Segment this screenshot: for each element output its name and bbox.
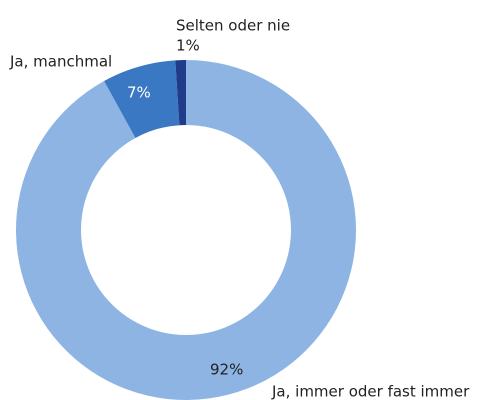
category-label: Ja, manchmal (9, 53, 112, 71)
category-label: Ja, immer oder fast immer (271, 383, 470, 400)
value-label: 92% (210, 361, 243, 379)
value-label: 7% (127, 84, 151, 102)
donut-slice (15, 60, 357, 400)
value-label: 1% (176, 37, 200, 55)
donut-slice (104, 60, 180, 138)
donut-slice (175, 60, 186, 126)
category-label: Selten oder nie (176, 17, 290, 35)
